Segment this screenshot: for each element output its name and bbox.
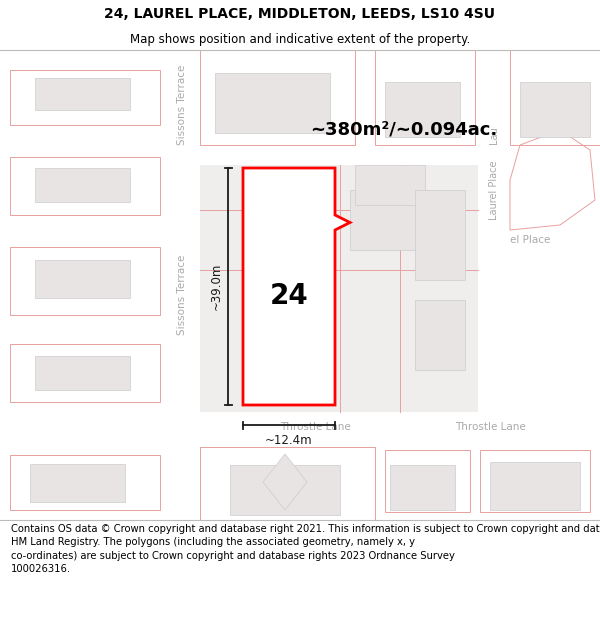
Bar — [0, 412, 600, 442]
Bar — [200, 145, 600, 165]
Text: 24, LAUREL PLACE, MIDDLETON, LEEDS, LS10 4SU: 24, LAUREL PLACE, MIDDLETON, LEEDS, LS10… — [104, 7, 496, 21]
Text: ~12.4m: ~12.4m — [265, 434, 313, 446]
Text: Throstle Lane: Throstle Lane — [455, 422, 526, 432]
Text: Contains OS data © Crown copyright and database right 2021. This information is : Contains OS data © Crown copyright and d… — [11, 524, 600, 574]
Bar — [165, 50, 200, 520]
Bar — [520, 82, 590, 137]
Text: Sissons Terrace: Sissons Terrace — [177, 65, 187, 145]
Bar — [478, 50, 510, 412]
Text: el Place: el Place — [510, 235, 550, 245]
Bar — [375, 50, 475, 145]
Bar — [385, 82, 460, 137]
Bar — [10, 247, 160, 315]
Bar — [390, 465, 455, 510]
Bar — [10, 157, 160, 215]
Bar — [490, 462, 580, 510]
Bar — [200, 50, 355, 145]
Text: ~380m²/~0.094ac.: ~380m²/~0.094ac. — [310, 121, 497, 139]
Text: Sissons Terrace: Sissons Terrace — [177, 255, 187, 335]
Text: Throstle Lane: Throstle Lane — [280, 422, 350, 432]
Text: Lau: Lau — [489, 126, 499, 144]
Polygon shape — [263, 454, 307, 510]
Bar — [10, 344, 160, 402]
Bar — [355, 165, 425, 205]
Bar — [35, 260, 130, 298]
Polygon shape — [243, 168, 350, 405]
Bar — [10, 455, 160, 510]
Text: Laurel Place: Laurel Place — [489, 160, 499, 220]
Text: ~39.0m: ~39.0m — [209, 262, 223, 310]
Bar — [215, 73, 330, 133]
Text: 24: 24 — [269, 282, 308, 311]
Bar — [30, 464, 125, 502]
Bar — [200, 165, 478, 412]
Bar — [385, 450, 470, 512]
Bar — [10, 70, 160, 125]
Bar — [510, 50, 600, 145]
Text: Map shows position and indicative extent of the property.: Map shows position and indicative extent… — [130, 32, 470, 46]
Bar — [415, 190, 465, 280]
Bar — [35, 356, 130, 390]
Bar — [415, 300, 465, 370]
Bar — [480, 450, 590, 512]
Bar — [350, 190, 430, 250]
Bar — [230, 465, 340, 515]
Bar — [35, 78, 130, 110]
Bar — [200, 447, 375, 520]
Bar — [35, 168, 130, 202]
